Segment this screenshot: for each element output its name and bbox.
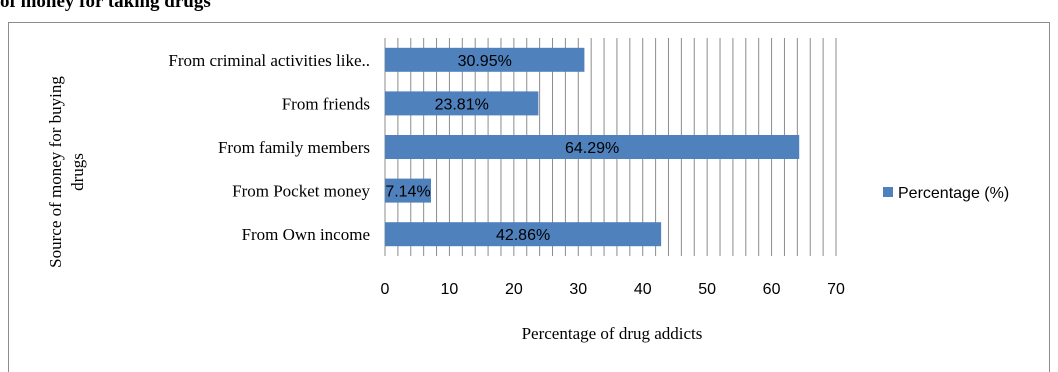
- data-label: 64.29%: [565, 140, 619, 157]
- x-axis-title: Percentage of drug addicts: [522, 324, 703, 343]
- x-tick-labels: 0 10 20 30 40 50 60 70: [381, 281, 845, 298]
- figure-title-fragment: of money for taking drugs: [0, 0, 211, 12]
- category-label: From friends: [282, 94, 370, 113]
- bar: [385, 91, 539, 116]
- bar: [385, 135, 800, 159]
- chart-frame: [8, 22, 1050, 372]
- category-label: From criminal activities like..: [168, 51, 370, 70]
- bar: [385, 178, 432, 203]
- x-tick-label: 10: [441, 281, 459, 298]
- legend: Percentage (%): [883, 185, 1009, 202]
- bar: [385, 47, 585, 72]
- x-tick-label: 70: [827, 281, 845, 298]
- x-tick-label: 20: [505, 281, 523, 298]
- legend-label: Percentage (%): [898, 185, 1009, 202]
- data-label: 42.86%: [496, 227, 550, 244]
- category-label: From family members: [218, 138, 370, 157]
- x-tick-label: 50: [698, 281, 716, 298]
- legend-swatch: [883, 187, 893, 197]
- data-label: 7.14%: [385, 184, 430, 201]
- data-labels: 30.95% 23.81% 64.29% 7.14% 42.86%: [385, 53, 619, 244]
- x-tick-label: 40: [634, 281, 652, 298]
- x-tick-label: 60: [763, 281, 781, 298]
- category-label: From Own income: [242, 225, 370, 244]
- category-labels: From criminal activities like.. From frie…: [168, 51, 370, 244]
- data-label: 30.95%: [458, 53, 512, 70]
- x-tick-label: 30: [569, 281, 587, 298]
- x-tick-label: 0: [381, 281, 390, 298]
- data-label: 23.81%: [435, 96, 489, 113]
- y-axis-title: Source of money for buying drugs: [46, 76, 87, 268]
- bar: [385, 222, 662, 247]
- bars: [385, 47, 800, 247]
- category-label: From Pocket money: [232, 182, 370, 201]
